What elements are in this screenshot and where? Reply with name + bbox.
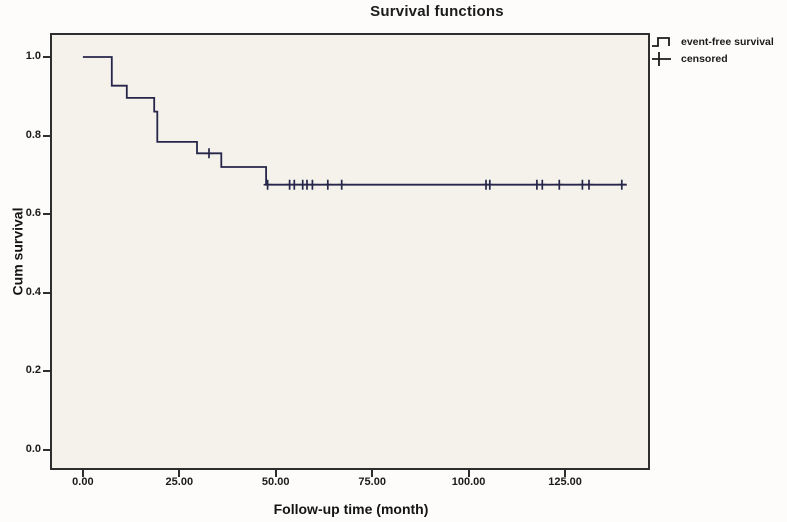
x-tick-mark xyxy=(467,470,470,477)
x-tick-label: 100.00 xyxy=(451,476,486,488)
x-tick-label: 0.00 xyxy=(72,476,94,488)
censored-marks xyxy=(205,148,626,190)
x-tick-label: 25.00 xyxy=(165,476,194,488)
plus-icon xyxy=(652,52,671,66)
legend-item-censored: censored xyxy=(652,51,785,67)
step-line-icon xyxy=(652,37,670,47)
y-tick-label: 0.0 xyxy=(25,442,41,455)
y-tick-mark xyxy=(43,213,50,216)
legend-item-survival: event-free survival xyxy=(652,35,785,49)
y-tick-label: 0.2 xyxy=(25,364,41,377)
plot-area xyxy=(50,33,650,470)
y-tick-mark xyxy=(43,56,50,58)
x-axis-label: Follow-up time (month) xyxy=(273,501,429,517)
legend: event-free survival censored xyxy=(652,35,785,69)
y-tick-mark xyxy=(43,291,50,294)
survival-step-line xyxy=(82,56,627,186)
y-tick-label: 0.8 xyxy=(25,128,41,141)
x-tick-label: 125.00 xyxy=(548,476,582,488)
legend-label-survival: event-free survival xyxy=(681,36,774,48)
y-tick-label: 0.6 xyxy=(25,207,41,220)
y-tick-label: 1.0 xyxy=(25,50,41,62)
y-tick-label: 0.4 xyxy=(25,285,41,298)
x-tick-label: 50.00 xyxy=(261,476,290,488)
legend-label-censored: censored xyxy=(681,53,728,65)
y-axis-label: Cum survival xyxy=(9,207,26,296)
x-tick-mark xyxy=(178,470,181,477)
y-tick-mark xyxy=(43,448,50,451)
y-tick-mark xyxy=(43,134,50,137)
x-tick-mark xyxy=(371,470,374,477)
x-tick-mark xyxy=(81,470,84,477)
survival-curve-canvas xyxy=(82,56,627,190)
x-tick-mark xyxy=(274,470,277,477)
y-tick-mark xyxy=(43,370,50,373)
x-tick-label: 75.00 xyxy=(358,476,386,488)
chart-title: Survival functions xyxy=(370,3,504,20)
x-tick-mark xyxy=(564,470,567,477)
